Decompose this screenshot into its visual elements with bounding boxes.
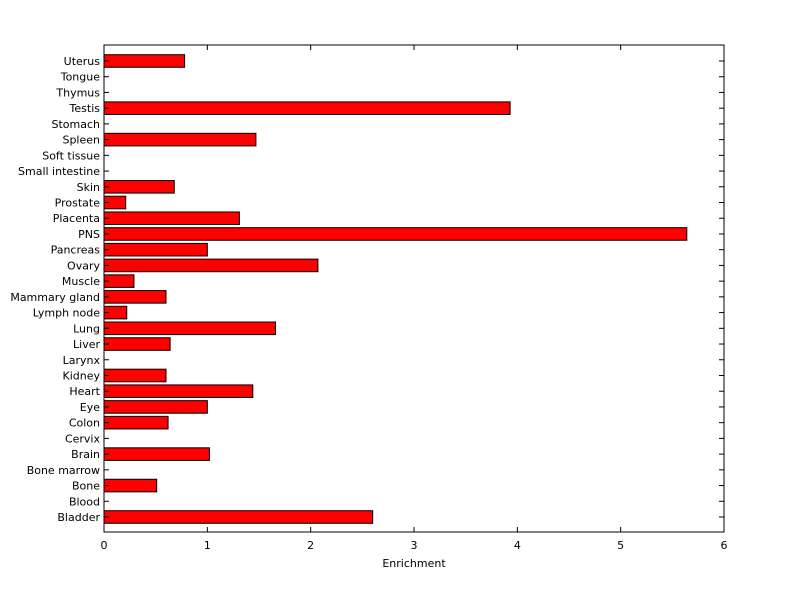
bar (103, 132, 257, 147)
bar (103, 290, 167, 304)
bar (103, 242, 208, 257)
y-tick-label: Colon (69, 417, 100, 430)
y-tick-label: Uterus (64, 55, 101, 68)
bar (103, 54, 186, 68)
x-tick-label: 1 (204, 539, 211, 552)
bar (103, 101, 511, 115)
y-tick-label: Placenta (53, 212, 100, 225)
x-tick-label: 6 (721, 539, 728, 552)
x-tick-label: 4 (514, 539, 521, 552)
y-tick-label: Cervix (65, 432, 101, 445)
bar (103, 211, 240, 226)
bar (103, 415, 169, 430)
y-tick-label: Brain (71, 448, 100, 461)
y-tick-label: Thymus (55, 86, 100, 99)
y-tick-label: Skin (77, 181, 100, 194)
x-tick-label: 2 (307, 539, 314, 552)
y-tick-label: Liver (73, 338, 100, 351)
y-tick-label: Mammary gland (10, 291, 100, 304)
y-tick-label: Stomach (51, 118, 100, 131)
x-tick-label: 0 (101, 539, 108, 552)
y-tick-label: Prostate (55, 197, 101, 210)
y-tick-label: PNS (78, 228, 100, 241)
bars-layer (103, 54, 688, 524)
y-tick-label: Blood (69, 495, 100, 508)
bar (103, 384, 254, 398)
bar (103, 258, 319, 273)
y-tick-label: Kidney (62, 369, 100, 382)
y-tick-label: Small intestine (18, 165, 100, 178)
bar (103, 227, 688, 241)
bar (103, 321, 277, 336)
x-tick-label: 3 (411, 539, 418, 552)
y-tick-label: Bone (72, 480, 100, 493)
y-tick-label: Soft tissue (42, 149, 100, 162)
y-tick-label: Ovary (67, 259, 100, 272)
y-tick-label: Testis (69, 102, 101, 115)
x-axis-label: Enrichment (382, 557, 446, 570)
y-tick-label: Larynx (63, 354, 101, 367)
y-tick-label: Muscle (62, 275, 100, 288)
bar (103, 180, 175, 194)
bar (103, 337, 171, 351)
y-tick-label: Lung (73, 322, 100, 335)
y-tick-label: Lymph node (33, 307, 100, 320)
y-tick-label: Eye (80, 401, 100, 414)
y-tick-label: Spleen (62, 134, 100, 147)
y-tick-label: Bone marrow (27, 464, 100, 477)
bar (103, 478, 158, 493)
x-ticks-layer: 0 1 2 3 4 5 6 (101, 45, 728, 552)
bar (103, 400, 208, 414)
y-tick-label: Pancreas (51, 244, 101, 257)
y-tick-label: Heart (69, 385, 100, 398)
x-tick-label: 5 (617, 539, 624, 552)
y-tick-label: Tongue (60, 71, 101, 84)
y-ticks-layer: Uterus Tongue Thymus Testis Stomach Spleen Sof… (10, 55, 724, 524)
bar (103, 368, 167, 383)
bar (103, 447, 210, 461)
y-tick-label: Bladder (57, 511, 100, 524)
bar (103, 510, 374, 524)
